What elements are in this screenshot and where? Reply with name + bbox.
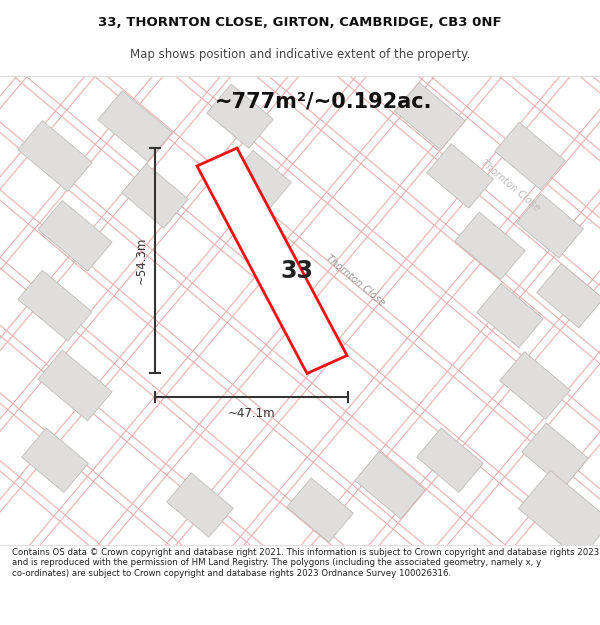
Polygon shape xyxy=(197,148,347,374)
Polygon shape xyxy=(355,451,425,519)
Polygon shape xyxy=(229,151,292,211)
Polygon shape xyxy=(455,212,525,279)
Polygon shape xyxy=(167,473,233,538)
Polygon shape xyxy=(287,478,353,542)
Polygon shape xyxy=(517,194,583,258)
Text: ~777m²/~0.192ac.: ~777m²/~0.192ac. xyxy=(215,91,433,111)
Polygon shape xyxy=(22,428,88,493)
Text: 33, THORNTON CLOSE, GIRTON, CAMBRIDGE, CB3 0NF: 33, THORNTON CLOSE, GIRTON, CAMBRIDGE, C… xyxy=(98,16,502,29)
Polygon shape xyxy=(477,284,543,348)
Polygon shape xyxy=(495,122,565,190)
Polygon shape xyxy=(18,270,92,341)
Polygon shape xyxy=(122,164,188,228)
Text: ~54.3m: ~54.3m xyxy=(134,237,148,284)
Polygon shape xyxy=(417,428,483,493)
Polygon shape xyxy=(18,121,92,191)
Polygon shape xyxy=(500,352,570,419)
Polygon shape xyxy=(518,471,600,560)
Text: ~47.1m: ~47.1m xyxy=(227,407,275,420)
Polygon shape xyxy=(98,91,172,161)
Text: Contains OS data © Crown copyright and database right 2021. This information is : Contains OS data © Crown copyright and d… xyxy=(12,548,599,578)
Polygon shape xyxy=(207,84,273,148)
Text: Thornton Close: Thornton Close xyxy=(323,253,386,308)
Text: 33: 33 xyxy=(281,259,314,282)
Text: Map shows position and indicative extent of the property.: Map shows position and indicative extent… xyxy=(130,48,470,61)
Polygon shape xyxy=(395,82,465,150)
Polygon shape xyxy=(537,264,600,328)
Polygon shape xyxy=(38,201,112,271)
Text: Thornton Close: Thornton Close xyxy=(478,158,542,214)
Polygon shape xyxy=(38,350,112,421)
Polygon shape xyxy=(427,144,493,208)
Polygon shape xyxy=(522,423,588,488)
